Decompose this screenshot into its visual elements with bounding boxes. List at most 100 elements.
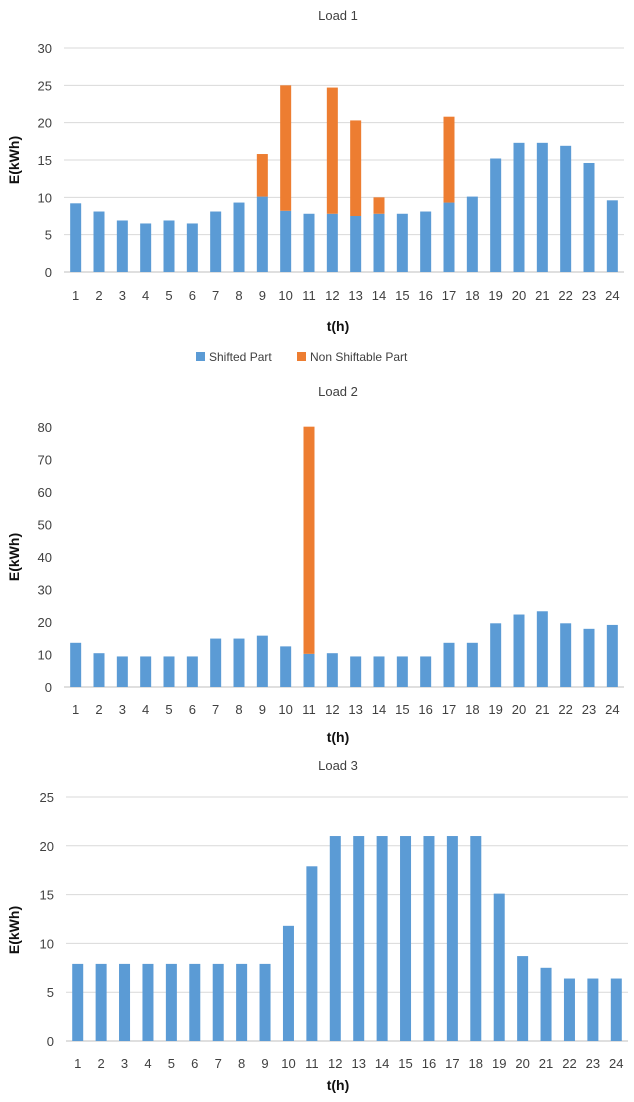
bar-shifted xyxy=(400,836,412,1041)
bar-shifted xyxy=(210,638,222,687)
y-tick-label: 15 xyxy=(38,153,52,168)
y-tick-label: 30 xyxy=(38,583,52,598)
bar-shifted xyxy=(93,211,105,272)
x-tick-label: 16 xyxy=(418,702,432,717)
x-tick-label: 10 xyxy=(278,702,292,717)
bar-shifted xyxy=(560,145,572,272)
x-tick-label: 9 xyxy=(259,702,266,717)
x-tick-label: 3 xyxy=(121,1056,128,1071)
x-tick-label: 4 xyxy=(142,288,149,303)
bar-shifted xyxy=(70,642,82,687)
x-tick-label: 11 xyxy=(302,702,316,717)
x-tick-label: 14 xyxy=(375,1056,389,1071)
y-axis-label: E(kWh) xyxy=(6,136,22,184)
x-tick-label: 22 xyxy=(558,702,572,717)
bar-shifted xyxy=(140,656,152,687)
bar-shifted xyxy=(119,963,131,1041)
bar-shifted xyxy=(493,893,505,1041)
bar-shifted xyxy=(443,642,455,687)
bar-shifted xyxy=(306,866,318,1041)
y-tick-label: 25 xyxy=(40,790,54,805)
bar-shifted xyxy=(466,196,478,272)
bar-shifted xyxy=(560,623,572,687)
bar-shifted xyxy=(513,614,525,687)
bar-shifted xyxy=(303,213,315,272)
x-tick-label: 6 xyxy=(189,288,196,303)
x-tick-label: 23 xyxy=(586,1056,600,1071)
x-tick-label: 17 xyxy=(442,288,456,303)
bar-shifted xyxy=(186,656,198,687)
bar-shifted xyxy=(212,963,224,1041)
x-tick-label: 7 xyxy=(212,702,219,717)
bar-shifted xyxy=(517,956,529,1041)
x-tick-label: 20 xyxy=(515,1056,529,1071)
bar-non-shiftable xyxy=(350,120,362,216)
bar-shifted xyxy=(423,836,435,1041)
x-tick-label: 5 xyxy=(165,288,172,303)
y-tick-label: 80 xyxy=(38,420,52,435)
bar-shifted xyxy=(165,963,177,1041)
bar-shifted xyxy=(256,635,268,687)
x-tick-label: 21 xyxy=(535,702,549,717)
y-tick-label: 5 xyxy=(47,985,54,1000)
x-tick-label: 12 xyxy=(325,702,339,717)
bar-shifted xyxy=(256,196,268,272)
x-tick-label: 18 xyxy=(465,702,479,717)
x-tick-label: 13 xyxy=(351,1056,365,1071)
bar-shifted xyxy=(610,978,622,1041)
x-tick-label: 24 xyxy=(605,702,619,717)
legend-label-non-shiftable: Non Shiftable Part xyxy=(310,350,408,364)
x-tick-label: 13 xyxy=(348,288,362,303)
x-tick-label: 7 xyxy=(215,1056,222,1071)
x-tick-label: 23 xyxy=(582,288,596,303)
legend-swatch-non-shiftable xyxy=(297,352,306,361)
bar-non-shiftable xyxy=(303,426,315,654)
bar-shifted xyxy=(443,202,455,272)
x-tick-label: 1 xyxy=(72,288,79,303)
x-tick-label: 23 xyxy=(582,702,596,717)
x-tick-label: 17 xyxy=(445,1056,459,1071)
y-tick-label: 0 xyxy=(47,1034,54,1049)
x-tick-label: 6 xyxy=(191,1056,198,1071)
y-tick-label: 10 xyxy=(38,190,52,205)
chart-title: Load 3 xyxy=(318,758,358,773)
x-tick-label: 1 xyxy=(74,1056,81,1071)
bar-shifted xyxy=(587,978,599,1041)
x-axis-label: t(h) xyxy=(327,729,350,745)
bar-non-shiftable xyxy=(280,85,292,211)
bar-shifted xyxy=(536,611,548,687)
x-tick-label: 12 xyxy=(325,288,339,303)
bar-shifted xyxy=(259,963,271,1041)
bar-shifted xyxy=(540,967,552,1041)
bar-shifted xyxy=(373,656,385,687)
x-tick-label: 16 xyxy=(422,1056,436,1071)
x-tick-label: 9 xyxy=(261,1056,268,1071)
bar-shifted xyxy=(116,220,128,272)
bar-shifted xyxy=(563,978,575,1041)
bar-shifted xyxy=(396,213,408,272)
y-tick-label: 40 xyxy=(38,550,52,565)
x-tick-label: 10 xyxy=(281,1056,295,1071)
bar-shifted xyxy=(420,656,432,687)
x-tick-label: 6 xyxy=(189,702,196,717)
bar-shifted xyxy=(470,836,482,1041)
bar-shifted xyxy=(353,836,365,1041)
bar-shifted xyxy=(95,963,107,1041)
x-tick-label: 8 xyxy=(238,1056,245,1071)
x-tick-label: 19 xyxy=(488,288,502,303)
bar-shifted xyxy=(70,203,82,272)
bar-shifted xyxy=(490,623,502,687)
x-tick-label: 5 xyxy=(168,1056,175,1071)
bar-shifted xyxy=(189,963,201,1041)
x-tick-label: 15 xyxy=(398,1056,412,1071)
bar-shifted xyxy=(376,836,388,1041)
bar-shifted xyxy=(446,836,458,1041)
bar-shifted xyxy=(420,211,432,272)
x-tick-label: 8 xyxy=(235,702,242,717)
x-tick-label: 9 xyxy=(259,288,266,303)
bar-shifted xyxy=(606,200,618,272)
x-axis-label: t(h) xyxy=(327,1077,350,1093)
